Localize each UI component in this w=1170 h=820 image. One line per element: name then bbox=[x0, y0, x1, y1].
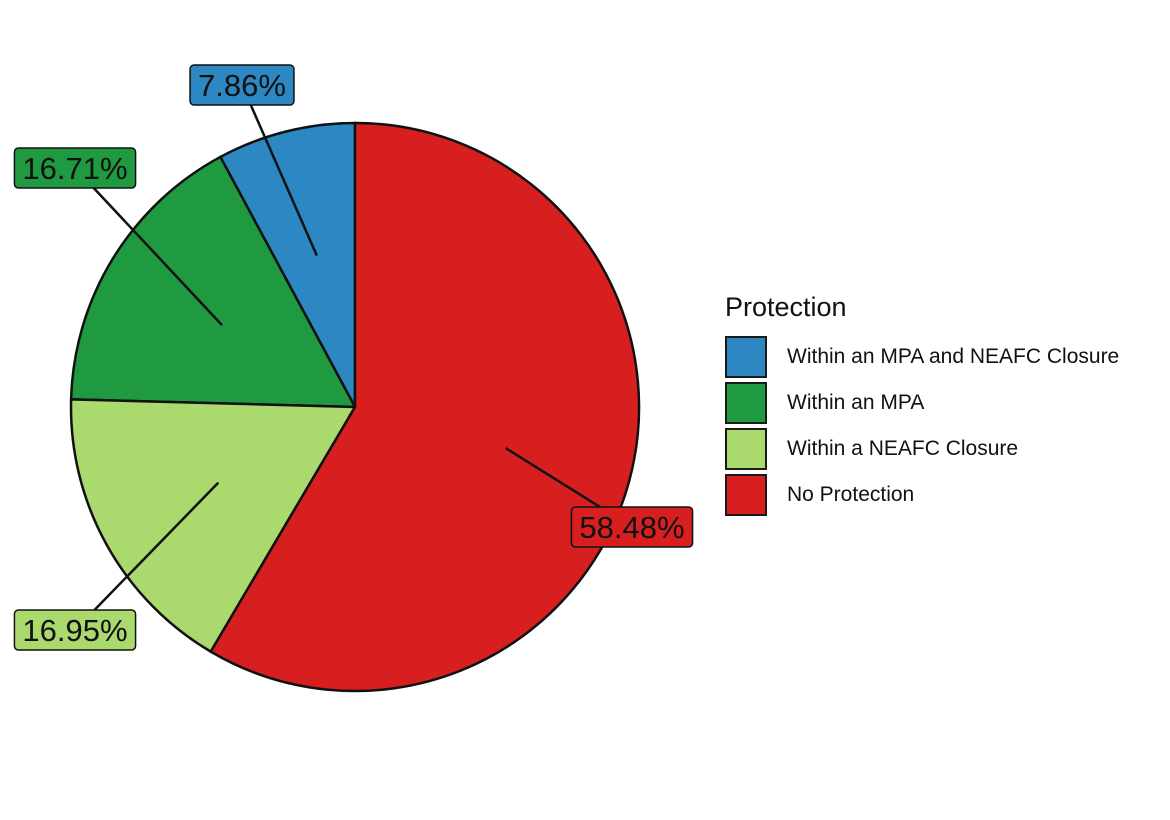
pie-slice-mpa bbox=[69, 155, 358, 409]
data-label-box bbox=[570, 506, 694, 548]
legend-swatch-neafc bbox=[725, 428, 767, 470]
legend: Protection Within an MPA and NEAFC Closu… bbox=[725, 290, 1119, 518]
data-label-text: 58.48% bbox=[579, 510, 684, 545]
legend-label: Within a NEAFC Closure bbox=[787, 437, 1019, 460]
legend-item-mpa-and-neafc: Within an MPA and NEAFC Closure bbox=[725, 334, 1119, 380]
legend-title: Protection bbox=[725, 292, 847, 322]
data-label-box bbox=[13, 609, 137, 651]
data-label-box bbox=[189, 64, 295, 106]
legend-swatch-mpa-and-neafc bbox=[725, 336, 767, 378]
legend-item-no-protection: No Protection bbox=[725, 472, 1119, 518]
data-labels: 7.86% 16.71% 16.95% 58.48% bbox=[13, 64, 694, 651]
leader-line-mpa bbox=[74, 167, 223, 326]
data-label-text: 16.95% bbox=[22, 613, 127, 648]
legend-swatch-no-protection bbox=[725, 474, 767, 516]
legend-item-neafc: Within a NEAFC Closure bbox=[725, 426, 1119, 472]
pie-slices bbox=[69, 121, 641, 693]
legend-label: Within an MPA bbox=[787, 391, 925, 414]
pie-slice-neafc bbox=[69, 398, 358, 654]
data-label-text: 16.71% bbox=[22, 151, 127, 186]
data-label-neafc: 16.95% bbox=[13, 609, 137, 651]
data-label-mpa: 16.71% bbox=[13, 147, 137, 189]
data-label-box bbox=[13, 147, 137, 189]
legend-item-mpa: Within an MPA bbox=[725, 380, 1119, 426]
legend-label: Within an MPA and NEAFC Closure bbox=[787, 345, 1120, 368]
data-label-no-protection: 58.48% bbox=[570, 506, 694, 548]
legend-label: No Protection bbox=[787, 483, 915, 506]
pie-slice-mpa-and-neafc bbox=[218, 121, 357, 408]
data-label-text: 7.86% bbox=[198, 68, 286, 103]
leader-line-mpa-and-neafc bbox=[240, 84, 318, 257]
legend-swatch-mpa bbox=[725, 382, 767, 424]
leader-line-neafc bbox=[74, 481, 220, 631]
pie-slice-no-protection bbox=[209, 121, 641, 693]
data-label-mpa-and-neafc: 7.86% bbox=[189, 64, 295, 106]
